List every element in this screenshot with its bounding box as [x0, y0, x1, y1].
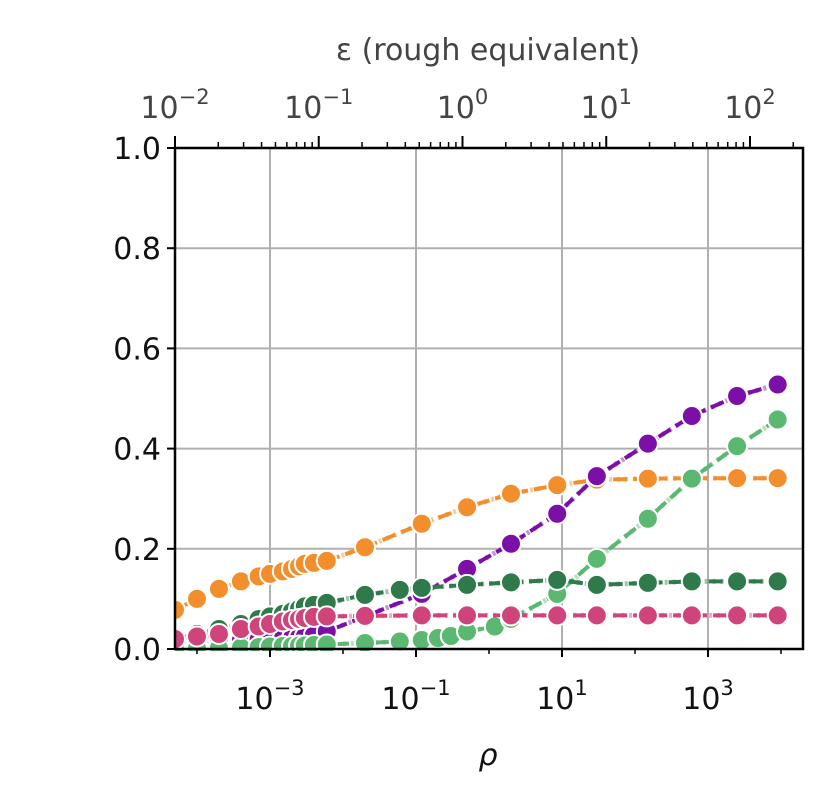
series-0-point-1 [185, 587, 208, 610]
series-0 [175, 467, 789, 621]
top-tick-label-2: 100 [437, 85, 489, 126]
series-0-point-16 [546, 474, 569, 497]
series-1-point-21 [766, 373, 789, 396]
series-1-point-18 [636, 432, 659, 455]
x-axis-label: ρ [478, 738, 497, 773]
series-4-point-15 [499, 604, 522, 627]
series-4-point-1 [185, 625, 208, 648]
x-tick-label-2: 101 [536, 676, 588, 717]
series-3-point-16 [499, 571, 522, 594]
series-2-point-21 [585, 547, 608, 570]
series-3-point-22 [766, 570, 789, 593]
y-tick-label-1: 0.2 [113, 533, 161, 568]
series-4-point-17 [585, 604, 608, 627]
top-tick-label-1: 10−1 [284, 85, 353, 126]
series-4-point-12 [353, 604, 376, 627]
top-axis-label: ε (rough equivalent) [336, 33, 640, 68]
series-3-point-21 [726, 570, 749, 593]
series-1-point-17 [585, 465, 608, 488]
series-4-point-18 [636, 604, 659, 627]
x-tick-label-1: 10−1 [381, 676, 450, 717]
series-1-point-19 [680, 405, 703, 428]
series-4-point-20 [726, 604, 749, 627]
series-3-point-19 [636, 571, 659, 594]
series-0-point-18 [636, 467, 659, 490]
series-3-point-18 [585, 573, 608, 596]
top-tick-label-3: 101 [580, 85, 632, 126]
series-0-point-12 [353, 536, 376, 559]
series-4-point-19 [680, 604, 703, 627]
series-2-point-24 [726, 435, 749, 458]
series-0-point-2 [207, 577, 230, 600]
series-0-point-20 [726, 467, 749, 490]
series-0-point-13 [410, 512, 433, 535]
series-4-point-13 [410, 604, 433, 627]
series-4-point-3 [229, 617, 252, 640]
series-2-point-11 [315, 633, 338, 651]
series-4-point-21 [766, 604, 789, 627]
y-tick-label-0: 0.0 [113, 633, 161, 668]
y-tick-label-3: 0.6 [113, 332, 161, 367]
series-4 [175, 604, 789, 650]
series-3-point-15 [456, 573, 479, 596]
top-tick-label-4: 102 [724, 85, 776, 126]
series-2-point-23 [680, 467, 703, 490]
top-tick-label-0: 10−2 [140, 85, 209, 126]
series-0-point-11 [315, 549, 338, 572]
y-tick-label-4: 0.8 [113, 232, 161, 267]
y-tick-label-2: 0.4 [113, 433, 161, 468]
series-1-point-15 [499, 532, 522, 555]
series-layer [175, 373, 789, 651]
series-4-point-16 [546, 604, 569, 627]
series-4-point-14 [456, 604, 479, 627]
series-0-point-0 [175, 598, 186, 621]
series-1-point-16 [546, 502, 569, 525]
series-0-point-14 [456, 496, 479, 519]
series-4-point-0 [175, 627, 186, 650]
series-4-point-2 [207, 622, 230, 645]
series-3-line [175, 577, 778, 641]
series-2-point-22 [636, 507, 659, 530]
series-3-point-12 [353, 583, 376, 606]
x-tick-label-3: 103 [682, 676, 734, 717]
series-3-point-17 [546, 568, 569, 591]
y-tick-label-5: 1.0 [113, 132, 161, 167]
series-2-point-25 [766, 408, 789, 431]
axes: 0.0 0.2 0.4 0.6 0.8 1.0 10−3 10−1 101 103 10−2 10−1… [113, 85, 805, 717]
series-3-point-20 [680, 570, 703, 593]
series-1-point-20 [726, 384, 749, 407]
series-0-point-21 [766, 467, 789, 490]
series-2-point-12 [353, 631, 376, 651]
series-2-point-13 [388, 630, 411, 651]
x-tick-label-0: 10−3 [235, 676, 304, 717]
series-3-point-13 [388, 578, 411, 601]
series-4-point-11 [315, 605, 338, 628]
series-2 [175, 408, 789, 651]
series-0-point-15 [499, 482, 522, 505]
series-3-point-14 [410, 576, 433, 599]
